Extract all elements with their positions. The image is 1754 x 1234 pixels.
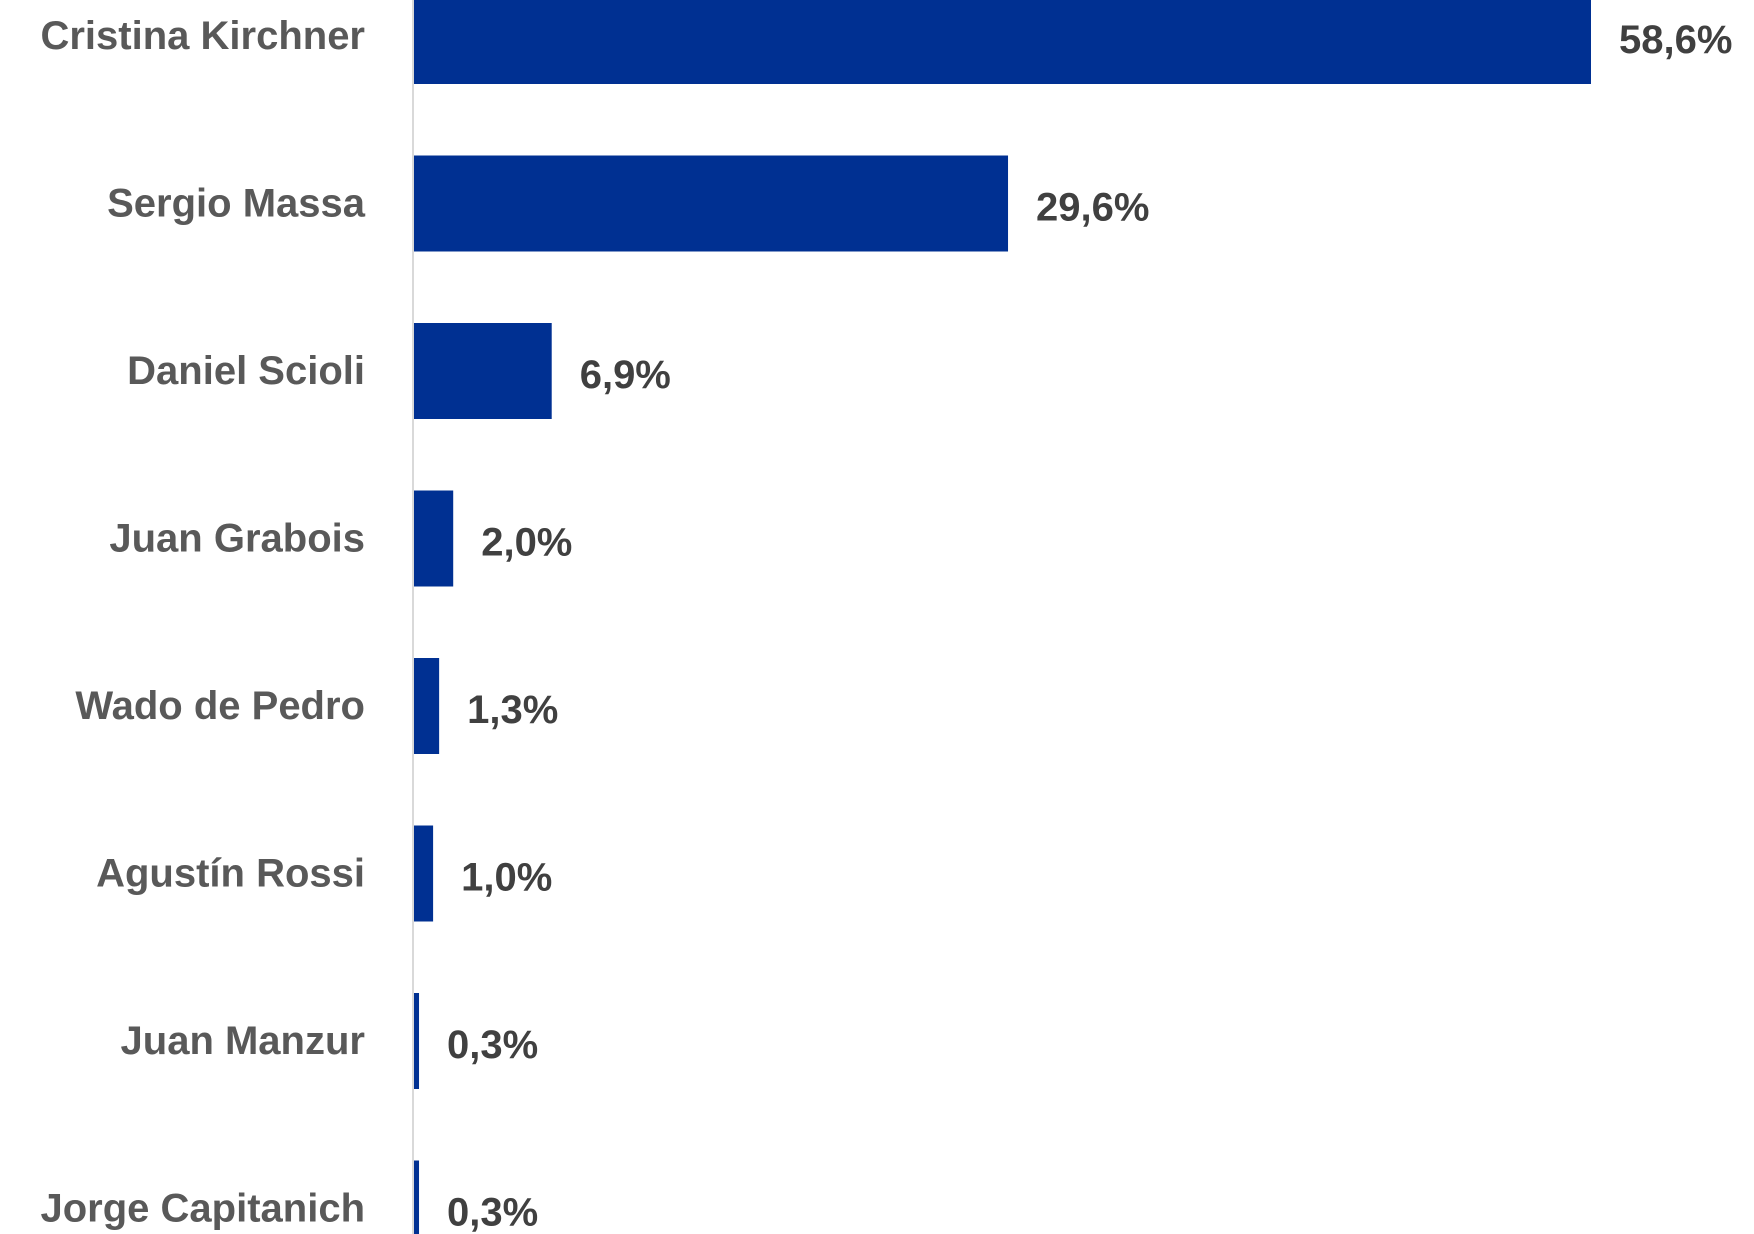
category-label-wado-de-pedro: Wado de Pedro — [75, 684, 365, 728]
value-label-daniel-scioli: 6,9% — [580, 353, 671, 397]
category-label-juan-grabois: Juan Grabois — [109, 517, 365, 561]
bar-sergio-massa — [413, 155, 1009, 252]
bar-wado-de-pedro — [413, 658, 440, 754]
category-label-juan-manzur: Juan Manzur — [121, 1019, 365, 1063]
bar-cristina-kirchner — [413, 0, 1591, 84]
value-label-agustin-rossi: 1,0% — [461, 856, 552, 900]
value-label-sergio-massa: 29,6% — [1036, 186, 1149, 230]
value-label-juan-manzur: 0,3% — [447, 1023, 538, 1067]
category-label-jorge-capitanich: Jorge Capitanich — [40, 1187, 365, 1231]
category-labels: Cristina Kirchner Sergio Massa Daniel Scio… — [40, 14, 365, 1231]
category-label-cristina-kirchner: Cristina Kirchner — [40, 14, 365, 58]
bar-juan-grabois — [413, 490, 454, 587]
category-label-sergio-massa: Sergio Massa — [107, 182, 366, 226]
value-labels: 58,6% 29,6% 6,9% 2,0% 1,3% 1,0% 0,3% 0,3% — [447, 18, 1732, 1234]
bar-juan-manzur — [413, 993, 420, 1089]
bars-layer — [413, 0, 1591, 1234]
bar-daniel-scioli — [413, 323, 552, 419]
bar-jorge-capitanich — [413, 1160, 420, 1234]
value-label-juan-grabois: 2,0% — [481, 521, 572, 565]
value-label-jorge-capitanich: 0,3% — [447, 1191, 538, 1234]
value-label-cristina-kirchner: 58,6% — [1619, 18, 1732, 62]
category-label-agustin-rossi: Agustín Rossi — [96, 852, 365, 896]
category-label-daniel-scioli: Daniel Scioli — [127, 349, 365, 393]
bar-agustin-rossi — [413, 825, 434, 922]
value-label-wado-de-pedro: 1,3% — [467, 688, 558, 732]
